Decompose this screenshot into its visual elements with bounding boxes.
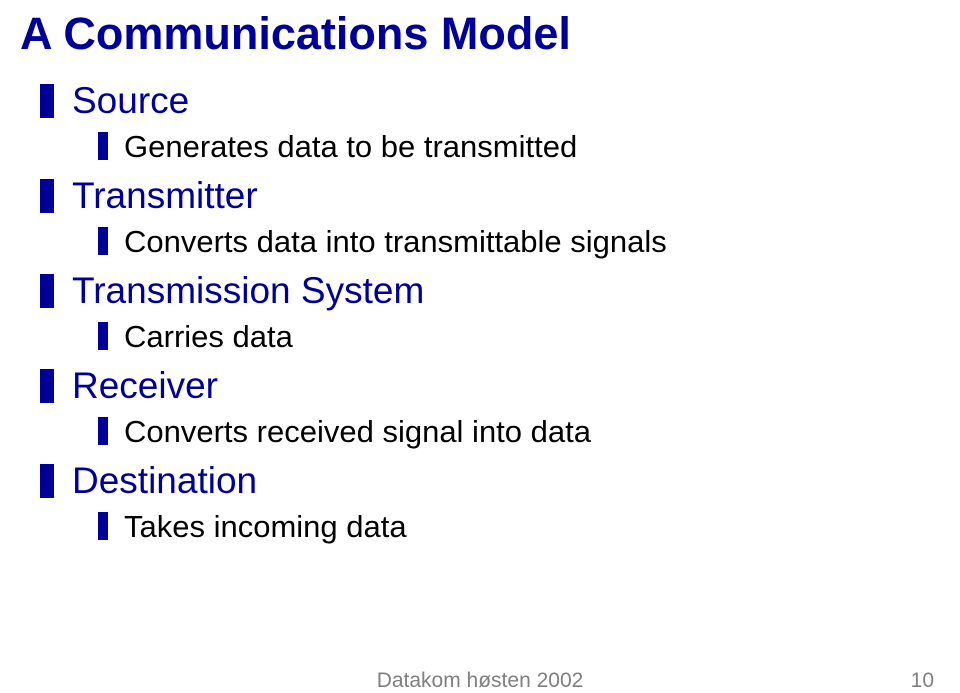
list-subitem-label: Converts received signal into data — [124, 413, 591, 452]
footer-page-number: 10 — [911, 669, 934, 693]
bullet-icon — [40, 84, 54, 118]
list-subitem: Carries data — [98, 318, 920, 357]
list-subitem-label: Carries data — [124, 318, 293, 357]
list-subitem-label: Generates data to be transmitted — [124, 128, 577, 167]
list-subitem: Converts data into transmittable signals — [98, 223, 920, 262]
bullet-icon — [40, 179, 54, 213]
bullet-icon — [98, 227, 108, 255]
list-item-label: Transmitter — [72, 173, 258, 219]
list-item-label: Source — [72, 78, 189, 124]
list-item: Destination — [40, 458, 920, 504]
list-item: Receiver — [40, 363, 920, 409]
bullet-icon — [98, 132, 108, 160]
list-subitem-label: Converts data into transmittable signals — [124, 223, 667, 262]
list-subitem: Converts received signal into data — [98, 413, 920, 452]
slide-title: A Communications Model — [20, 8, 571, 60]
list-subitem-label: Takes incoming data — [124, 508, 407, 547]
list-item-label: Receiver — [72, 363, 218, 409]
list-subitem: Takes incoming data — [98, 508, 920, 547]
list-item-label: Destination — [72, 458, 257, 504]
bullet-icon — [98, 512, 108, 540]
footer-center: Datakom høsten 2002 — [0, 669, 960, 693]
bullet-icon — [98, 322, 108, 350]
list-item: Transmission System — [40, 268, 920, 314]
slide-content: Source Generates data to be transmitted … — [40, 72, 920, 551]
bullet-icon — [40, 369, 54, 403]
list-item: Transmitter — [40, 173, 920, 219]
list-item: Source — [40, 78, 920, 124]
list-subitem: Generates data to be transmitted — [98, 128, 920, 167]
slide: A Communications Model Source Generates … — [0, 0, 960, 683]
bullet-icon — [40, 464, 54, 498]
bullet-icon — [98, 417, 108, 445]
list-item-label: Transmission System — [72, 268, 424, 314]
bullet-icon — [40, 274, 54, 308]
